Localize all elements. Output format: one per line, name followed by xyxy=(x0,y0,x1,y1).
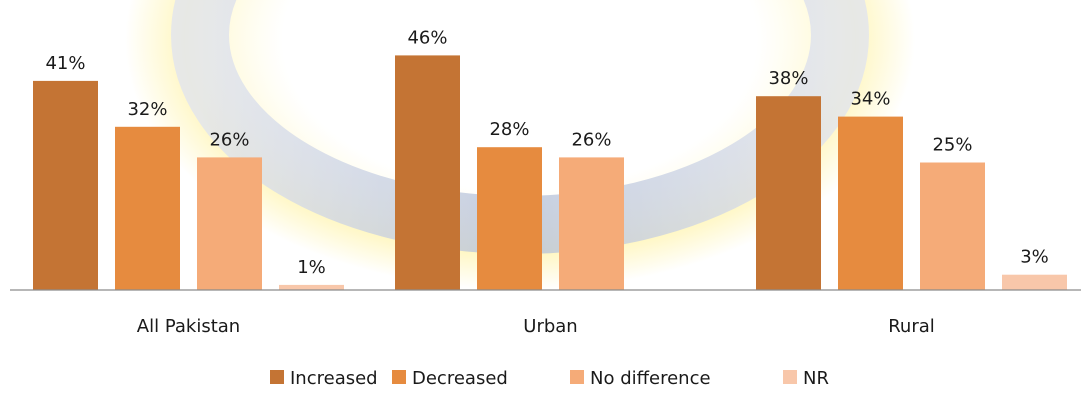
bar-rural-decreased xyxy=(838,116,903,290)
category-label-urban: Urban xyxy=(523,316,577,337)
legend-label-decreased: Decreased xyxy=(412,368,508,389)
category-label-rural: Rural xyxy=(888,316,935,337)
category-label-all-pakistan: All Pakistan xyxy=(137,316,240,337)
data-label-rural-decreased: 34% xyxy=(850,89,890,110)
data-label-all-pakistan-increased: 41% xyxy=(45,53,85,74)
bar-rural-increased xyxy=(756,96,821,290)
bar-urban-no-difference xyxy=(559,157,624,290)
bar-all-pakistan-increased xyxy=(33,80,98,291)
bar-all-pakistan-decreased xyxy=(115,126,180,290)
legend-label-no-difference: No difference xyxy=(590,368,711,389)
legend-swatch-nr xyxy=(783,370,797,384)
data-label-all-pakistan-decreased: 32% xyxy=(127,99,167,120)
legend-label-increased: Increased xyxy=(290,368,378,389)
bar-rural-nr xyxy=(1002,274,1067,290)
data-label-urban-no-difference: 26% xyxy=(571,129,611,150)
bars-layer xyxy=(33,55,1067,291)
legend-swatch-increased xyxy=(270,370,284,384)
bar-urban-increased xyxy=(395,55,460,291)
bar-urban-decreased xyxy=(477,147,542,290)
legend-label-nr: NR xyxy=(803,368,829,389)
data-label-urban-increased: 46% xyxy=(407,27,447,48)
data-label-urban-decreased: 28% xyxy=(489,119,529,140)
data-label-all-pakistan-no-difference: 26% xyxy=(209,129,249,150)
data-label-rural-increased: 38% xyxy=(768,68,808,89)
data-label-rural-no-difference: 25% xyxy=(932,135,972,156)
legend: Increased Decreased No difference NR xyxy=(270,368,829,389)
bar-all-pakistan-no-difference xyxy=(197,157,262,290)
legend-swatch-no-difference xyxy=(570,370,584,384)
category-labels: All Pakistan Urban Rural xyxy=(137,316,935,337)
legend-swatch-decreased xyxy=(392,370,406,384)
bar-rural-no-difference xyxy=(920,162,985,290)
data-label-all-pakistan-nr: 1% xyxy=(297,257,326,278)
bar-all-pakistan-nr xyxy=(279,284,344,290)
data-labels: 41% 32% 26% 1% 46% 28% 26% 38% 34% 25% 3% xyxy=(45,27,1049,278)
data-label-rural-nr: 3% xyxy=(1020,247,1049,268)
